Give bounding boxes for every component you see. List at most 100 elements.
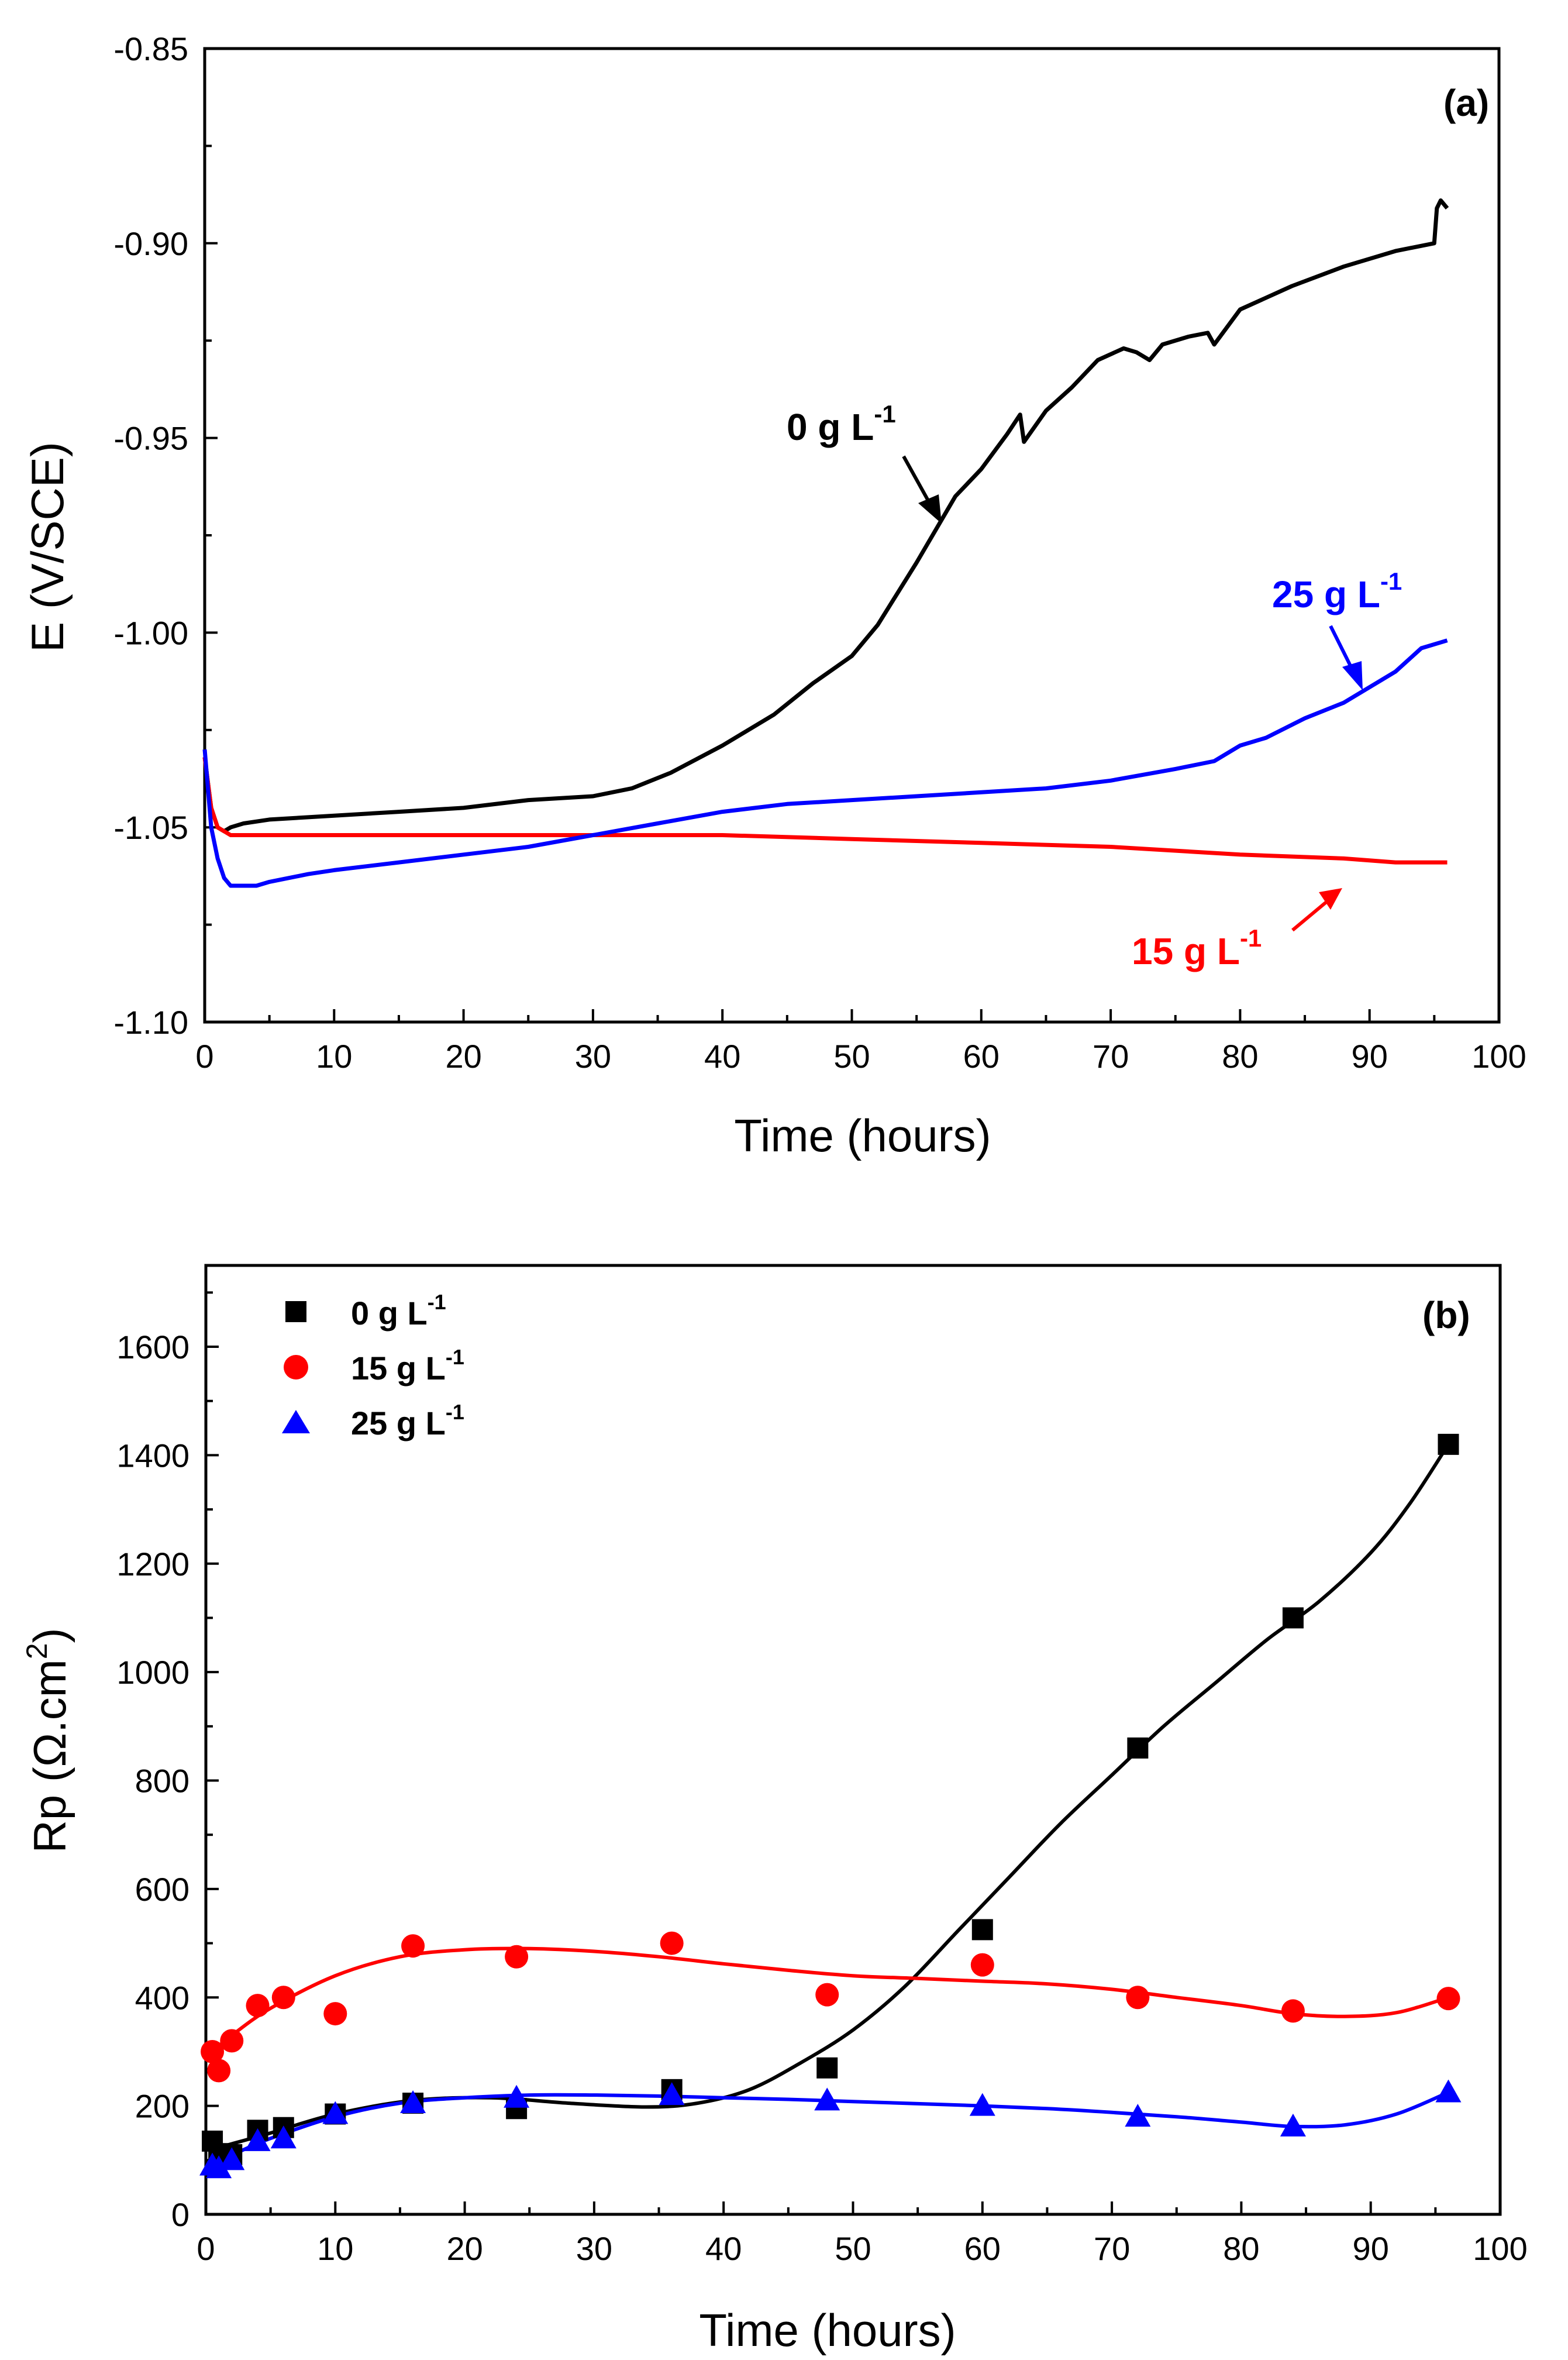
x-tick-label-a: 20 <box>445 1038 481 1075</box>
y-tick-label-b: 400 <box>135 1979 189 2016</box>
data-point-25gl <box>1125 2104 1151 2127</box>
x-tick-label-a: 60 <box>963 1038 1000 1075</box>
x-tick-label-a: 40 <box>704 1038 740 1075</box>
data-point-25gl <box>206 2155 232 2179</box>
x-tick-label-b: 80 <box>1223 2230 1259 2267</box>
data-point-15gl <box>1126 1986 1150 2010</box>
x-tick-label-a: 100 <box>1471 1038 1526 1075</box>
data-point-0gl <box>1438 1433 1459 1455</box>
arrowhead-0gl <box>918 494 942 524</box>
data-point-0gl <box>971 1919 993 1941</box>
x-tick-label-b: 60 <box>964 2230 1001 2267</box>
legend-b: 0 g L-1 15 g L-1 25 g L-1 <box>282 1290 464 1442</box>
series-line-0gl <box>202 198 1449 834</box>
y-tick-label-a: -0.95 <box>113 420 188 457</box>
x-tick-label-b: 0 <box>197 2230 215 2267</box>
data-point-25gl <box>244 2128 271 2151</box>
y-tick-label-b: 200 <box>135 2088 189 2125</box>
x-tick-label-b: 70 <box>1094 2230 1130 2267</box>
y-tick-label-b: 1200 <box>116 1546 189 1582</box>
x-tick-label-a: 30 <box>575 1038 611 1075</box>
legend-label-15gl: 15 g L-1 <box>351 1345 464 1387</box>
x-tick-label-a: 70 <box>1093 1038 1129 1075</box>
x-tick-label-b: 100 <box>1473 2230 1527 2267</box>
tick-labels-b: 0 10 20 30 40 50 60 70 80 90 100020040060080010001… <box>116 1329 1527 2267</box>
x-tick-label-a: 80 <box>1222 1038 1258 1075</box>
fit-curve-15gl <box>211 1946 1449 2053</box>
annotation-25gl: 25 g L-1 <box>1272 567 1402 615</box>
annotation-0gl: 0 g L-1 <box>787 400 896 448</box>
panel-label-b: (b) <box>1422 1294 1470 1336</box>
data-point-0gl <box>816 2057 838 2079</box>
x-tick-label-b: 40 <box>705 2230 742 2267</box>
panel-label-a: (a) <box>1443 82 1489 124</box>
data-point-15gl <box>505 1945 529 1969</box>
x-tick-label-b: 10 <box>317 2230 353 2267</box>
y-tick-label-b: 1600 <box>116 1329 189 1365</box>
annotations-a: 0 g L-1 25 g L-1 15 g L-1 <box>787 400 1402 972</box>
y-tick-label-a: -1.10 <box>113 1004 188 1041</box>
y-tick-label-a: -0.85 <box>113 30 188 67</box>
legend-label-25gl: 25 g L-1 <box>351 1400 464 1442</box>
data-point-15gl <box>207 2059 231 2083</box>
data-point-15gl <box>246 1994 270 2018</box>
arrow-15gl <box>1291 899 1329 932</box>
data-point-25gl <box>219 2147 245 2170</box>
data-point-25gl <box>814 2087 840 2111</box>
data-point-15gl <box>815 1983 839 2007</box>
x-axis-label-b: Time (hours) <box>699 2304 956 2356</box>
data-point-15gl <box>1436 1987 1460 2011</box>
x-tick-label-a: 10 <box>316 1038 352 1075</box>
annotation-15gl: 15 g L-1 <box>1132 924 1262 972</box>
x-tick-label-b: 20 <box>446 2230 483 2267</box>
data-point-15gl <box>401 1934 425 1958</box>
x-tick-label-b: 50 <box>835 2230 871 2267</box>
data-point-15gl <box>271 1986 295 2010</box>
legend-marker-15gl <box>284 1355 308 1379</box>
data-point-25gl <box>659 2082 685 2106</box>
data-point-15gl <box>660 1931 684 1955</box>
data-point-25gl <box>1280 2113 1306 2137</box>
legend-marker-25gl <box>282 1410 310 1433</box>
x-tick-label-a: 0 <box>195 1038 213 1075</box>
y-tick-label-b: 800 <box>135 1763 189 1800</box>
x-tick-label-b: 30 <box>576 2230 612 2267</box>
series-lines-a <box>202 198 1449 888</box>
data-point-15gl <box>1281 1999 1305 2023</box>
data-point-25gl <box>504 2084 530 2108</box>
fit-curve-0gl <box>212 1443 1450 2151</box>
data-point-15gl <box>201 2039 225 2063</box>
arrowhead-25gl <box>1342 661 1363 690</box>
legend-marker-0gl <box>285 1301 306 1322</box>
series-line-15gl <box>202 756 1448 865</box>
x-axis-label-a: Time (hours) <box>734 1110 991 1161</box>
data-point-25gl <box>322 2101 349 2124</box>
tick-marks-b <box>205 1291 1501 2215</box>
data-point-15gl <box>970 1953 994 1977</box>
data-point-15gl <box>323 2002 347 2026</box>
chart-panel-b: 0 10 20 30 40 50 60 70 80 90 100020040060080010001… <box>20 1264 1528 2356</box>
chart-panel-a: 0 10 20 30 40 50 60 70 80 90 100 -0.85 -0.90 -0.95 -1.… <box>22 30 1526 1161</box>
data-point-25gl <box>270 2125 297 2149</box>
y-axis-label-b: Rp (Ω.cm2) <box>20 1628 75 1853</box>
y-tick-label-b: 0 <box>171 2196 189 2233</box>
x-tick-label-a: 90 <box>1352 1038 1388 1075</box>
x-tick-label-b: 90 <box>1353 2230 1389 2267</box>
tick-marks-a <box>204 47 1500 1023</box>
y-axis-label-a: E (V/SCE) <box>22 442 73 652</box>
y-tick-label-b: 600 <box>135 1871 189 1908</box>
data-points-b <box>199 1433 1462 2179</box>
plot-area-frame-a <box>203 47 1501 1024</box>
y-tick-label-a: -1.05 <box>113 809 188 846</box>
data-point-25gl <box>969 2093 995 2116</box>
x-tick-label-a: 50 <box>833 1038 870 1075</box>
fit-curves-b <box>211 1443 1450 2162</box>
data-point-25gl <box>400 2090 426 2113</box>
y-tick-label-a: -1.00 <box>113 614 188 651</box>
arrowhead-15gl <box>1319 888 1342 910</box>
tick-labels-a: 0 10 20 30 40 50 60 70 80 90 100 -0.85 -0.90 -0.95 -1.… <box>113 30 1526 1075</box>
series-line-25gl <box>202 638 1448 888</box>
y-tick-label-a: -0.90 <box>113 225 188 262</box>
y-tick-label-b: 1400 <box>116 1437 189 1474</box>
legend-label-0gl: 0 g L-1 <box>351 1290 446 1332</box>
